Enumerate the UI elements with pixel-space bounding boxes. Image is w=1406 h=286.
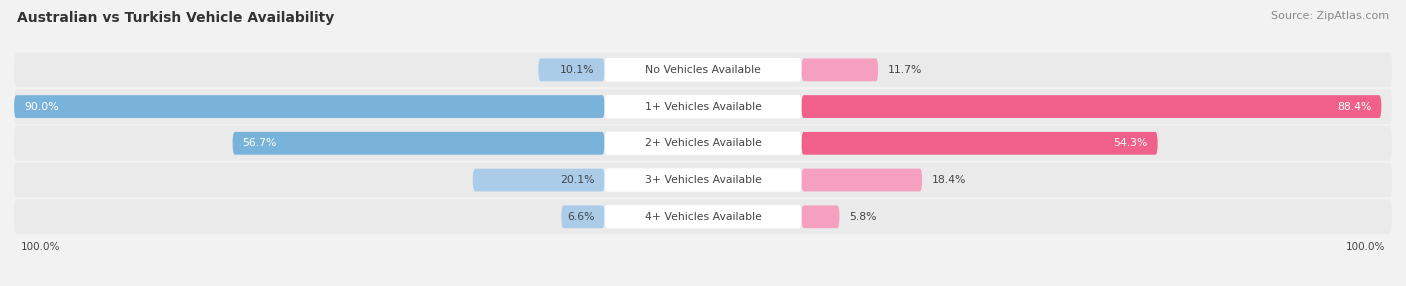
Text: 54.3%: 54.3% xyxy=(1114,138,1147,148)
FancyBboxPatch shape xyxy=(14,163,1392,197)
Text: 2+ Vehicles Available: 2+ Vehicles Available xyxy=(644,138,762,148)
FancyBboxPatch shape xyxy=(14,53,1392,87)
Text: 100.0%: 100.0% xyxy=(21,242,60,252)
Text: 90.0%: 90.0% xyxy=(24,102,59,112)
FancyBboxPatch shape xyxy=(605,168,801,192)
Text: 88.4%: 88.4% xyxy=(1337,102,1372,112)
Text: 20.1%: 20.1% xyxy=(560,175,595,185)
FancyBboxPatch shape xyxy=(232,132,605,155)
Text: 6.6%: 6.6% xyxy=(567,212,595,222)
Text: 4+ Vehicles Available: 4+ Vehicles Available xyxy=(644,212,762,222)
Text: 1+ Vehicles Available: 1+ Vehicles Available xyxy=(644,102,762,112)
FancyBboxPatch shape xyxy=(801,132,1157,155)
Text: 5.8%: 5.8% xyxy=(849,212,877,222)
Text: Source: ZipAtlas.com: Source: ZipAtlas.com xyxy=(1271,11,1389,21)
FancyBboxPatch shape xyxy=(605,95,801,118)
FancyBboxPatch shape xyxy=(538,58,605,81)
FancyBboxPatch shape xyxy=(605,132,801,155)
Text: 3+ Vehicles Available: 3+ Vehicles Available xyxy=(644,175,762,185)
Text: 18.4%: 18.4% xyxy=(932,175,966,185)
FancyBboxPatch shape xyxy=(14,200,1392,234)
FancyBboxPatch shape xyxy=(472,169,605,191)
FancyBboxPatch shape xyxy=(801,205,839,228)
Text: 56.7%: 56.7% xyxy=(242,138,277,148)
Text: 100.0%: 100.0% xyxy=(1346,242,1385,252)
Text: Australian vs Turkish Vehicle Availability: Australian vs Turkish Vehicle Availabili… xyxy=(17,11,335,25)
FancyBboxPatch shape xyxy=(605,58,801,82)
FancyBboxPatch shape xyxy=(801,169,922,191)
FancyBboxPatch shape xyxy=(14,95,605,118)
FancyBboxPatch shape xyxy=(14,89,1392,124)
Text: No Vehicles Available: No Vehicles Available xyxy=(645,65,761,75)
Text: 10.1%: 10.1% xyxy=(560,65,595,75)
FancyBboxPatch shape xyxy=(561,205,605,228)
FancyBboxPatch shape xyxy=(14,126,1392,160)
FancyBboxPatch shape xyxy=(801,58,879,81)
Text: 11.7%: 11.7% xyxy=(889,65,922,75)
FancyBboxPatch shape xyxy=(801,95,1382,118)
FancyBboxPatch shape xyxy=(605,205,801,229)
